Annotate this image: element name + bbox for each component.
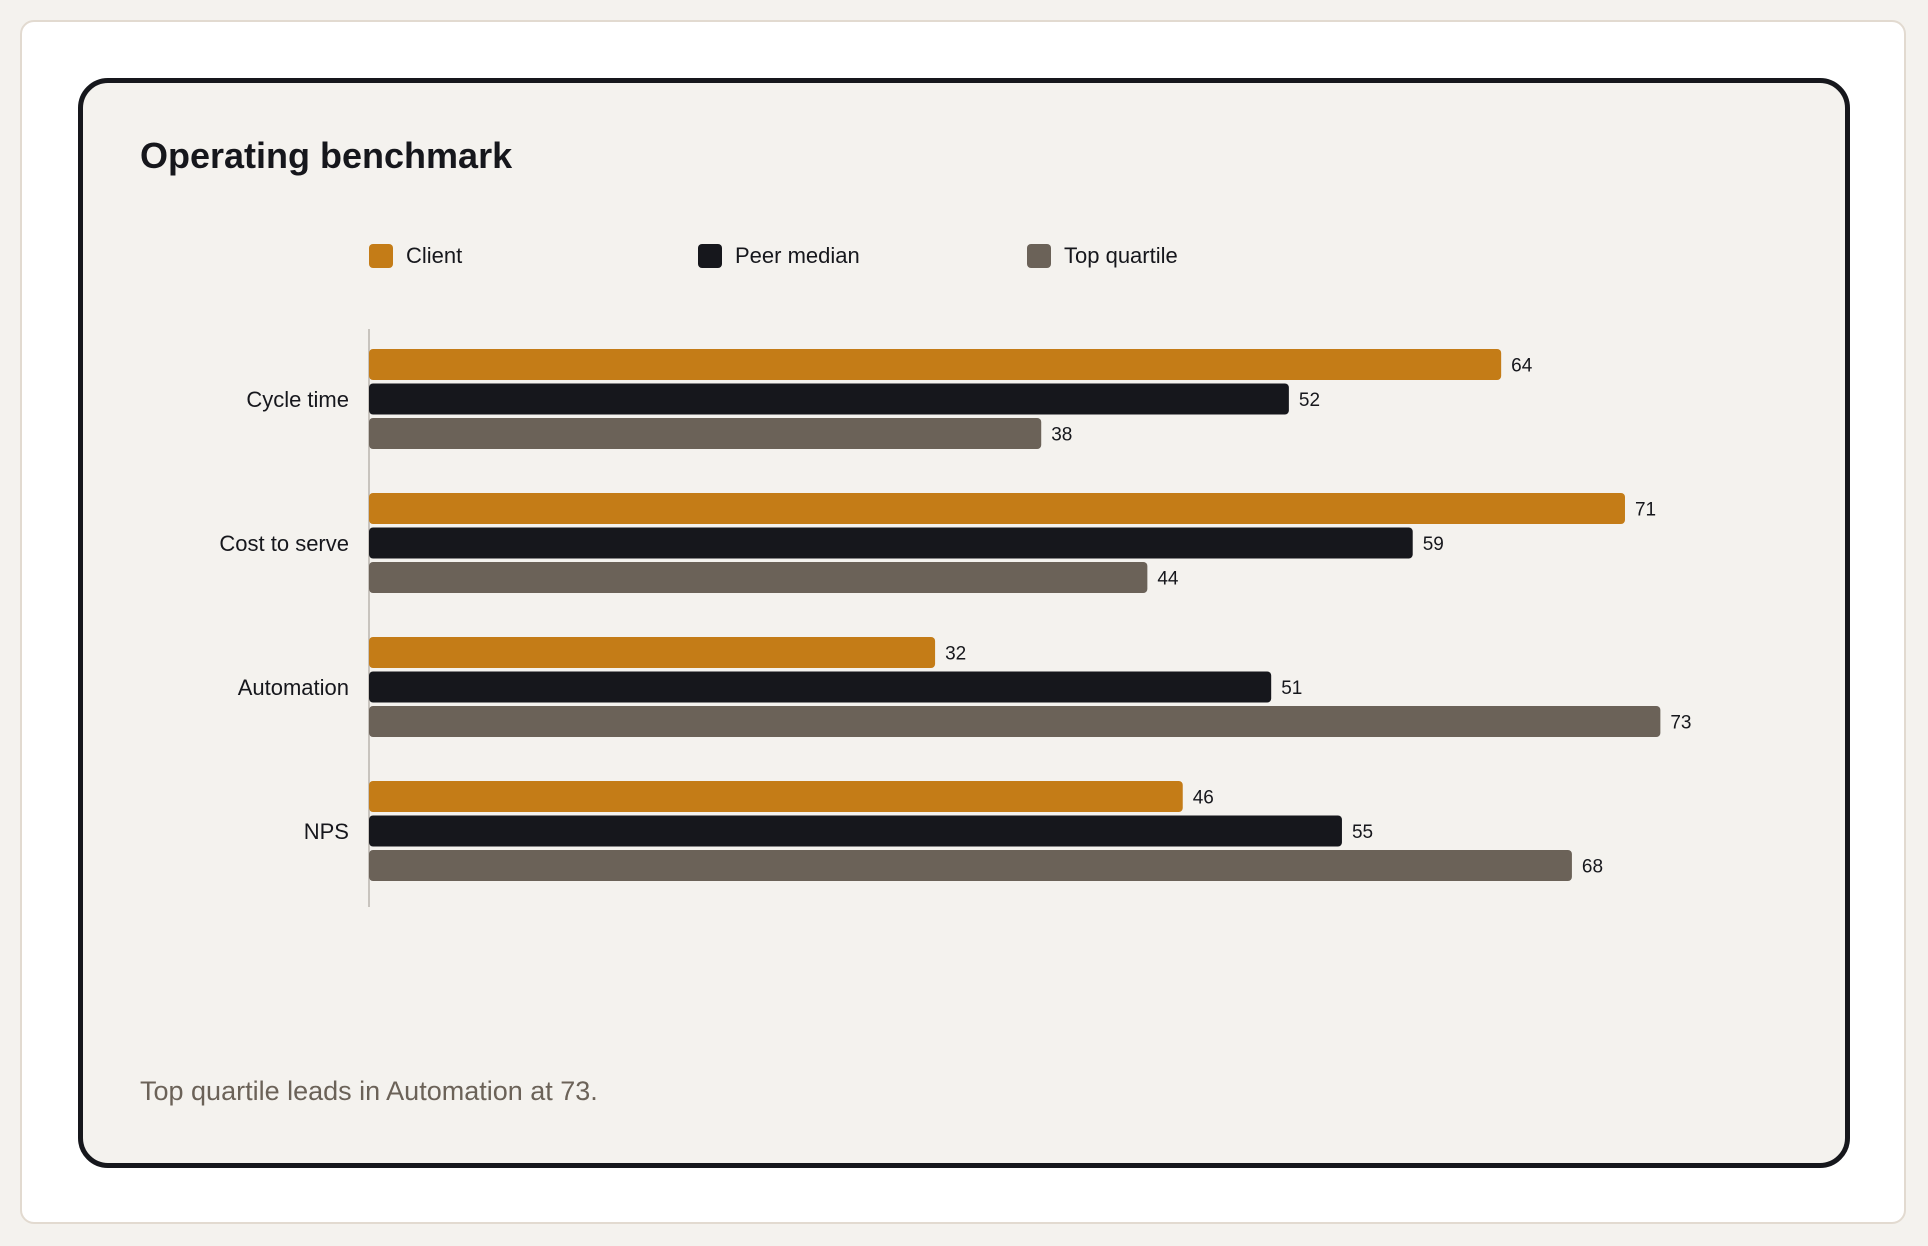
value-label-cost-to-serve-peer-median: 59 bbox=[1423, 534, 1444, 555]
value-label-cycle-time-client: 64 bbox=[1511, 356, 1533, 377]
labels-layer: Cycle time 64 52 38 Cost to serve 71 59 44 Autom… bbox=[219, 356, 1691, 878]
bars-layer bbox=[369, 349, 1661, 881]
value-label-nps-top-quartile: 68 bbox=[1582, 857, 1603, 878]
value-label-automation-peer-median: 51 bbox=[1281, 678, 1302, 699]
value-label-automation-top-quartile: 73 bbox=[1670, 713, 1691, 734]
legend-swatch-top-quartile bbox=[1027, 244, 1051, 268]
value-label-cost-to-serve-client: 71 bbox=[1635, 500, 1656, 521]
category-label-cycle-time: Cycle time bbox=[246, 387, 349, 412]
category-label-nps: NPS bbox=[304, 819, 349, 844]
bar-cost-to-serve-client bbox=[369, 493, 1625, 524]
value-label-automation-client: 32 bbox=[945, 644, 966, 665]
legend-item-client: Client bbox=[369, 242, 462, 270]
chart-title: Operating benchmark bbox=[140, 135, 513, 176]
value-label-cost-to-serve-top-quartile: 44 bbox=[1157, 569, 1179, 590]
legend-swatch-client bbox=[369, 244, 393, 268]
legend-label-client: Client bbox=[406, 243, 463, 268]
bar-nps-peer-median bbox=[369, 815, 1342, 847]
value-label-nps-client: 46 bbox=[1193, 788, 1214, 809]
bar-cycle-time-client bbox=[369, 349, 1502, 380]
bar-cycle-time-peer-median bbox=[369, 383, 1289, 415]
chart-footnote: Top quartile leads in Automation at 73. bbox=[140, 1076, 598, 1106]
bar-automation-client bbox=[369, 637, 936, 668]
bar-nps-top-quartile bbox=[369, 850, 1572, 881]
legend-label-peer-median: Peer median bbox=[735, 243, 860, 268]
bar-nps-client bbox=[369, 781, 1183, 812]
value-label-nps-peer-median: 55 bbox=[1352, 822, 1373, 843]
bar-automation-peer-median bbox=[369, 671, 1272, 703]
legend-item-peer-median: Peer median bbox=[698, 242, 860, 270]
legend-swatch-peer-median bbox=[698, 244, 722, 268]
bar-cost-to-serve-top-quartile bbox=[369, 562, 1148, 593]
bar-cycle-time-top-quartile bbox=[369, 418, 1042, 449]
bar-automation-top-quartile bbox=[369, 706, 1661, 737]
legend-item-top-quartile: Top quartile bbox=[1027, 242, 1178, 270]
bar-cost-to-serve-peer-median bbox=[369, 527, 1413, 559]
category-label-automation: Automation bbox=[238, 675, 349, 700]
category-label-cost-to-serve: Cost to serve bbox=[219, 531, 349, 556]
value-label-cycle-time-peer-median: 52 bbox=[1299, 390, 1320, 411]
value-label-cycle-time-top-quartile: 38 bbox=[1051, 425, 1072, 446]
legend-label-top-quartile: Top quartile bbox=[1064, 243, 1178, 268]
